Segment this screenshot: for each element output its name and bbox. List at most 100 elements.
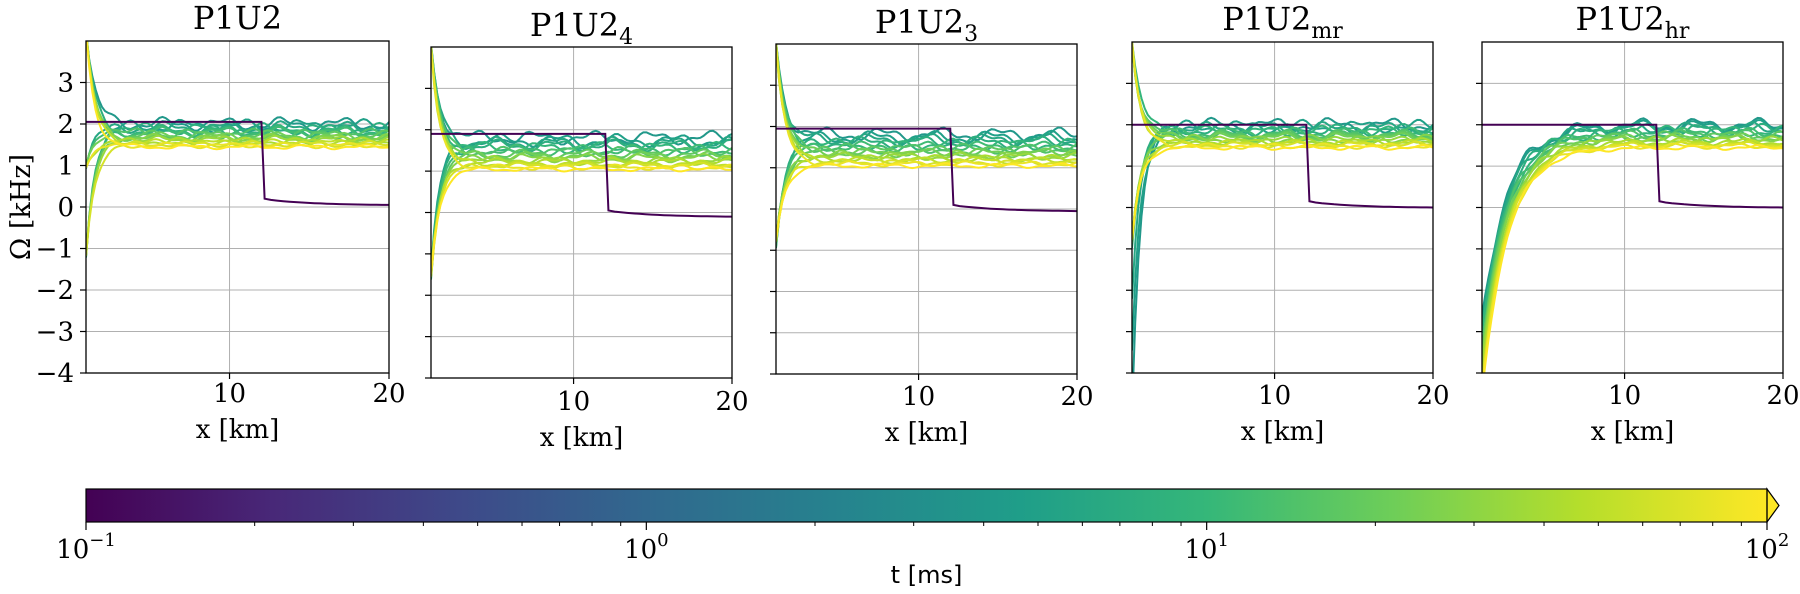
panel-title-main: P1U2 (1222, 0, 1311, 38)
panel-title-main: P1U2 (530, 6, 619, 44)
panel-title-subscript: 3 (964, 22, 978, 47)
series-line (1482, 119, 1783, 321)
series-line (86, 141, 389, 169)
x-tick-label: 20 (1766, 381, 1799, 411)
series-line (1482, 128, 1783, 353)
x-tick-label: 10 (557, 387, 590, 417)
x-tick-label: 10 (1258, 381, 1291, 411)
series-line (86, 139, 389, 256)
colorbar-frame (85, 488, 1768, 523)
series-line (1482, 137, 1783, 373)
series-line (1132, 137, 1433, 240)
y-tick-label: −3 (36, 318, 74, 348)
panel-4: 10 20 x [km] P1U2mr (1126, 0, 1450, 447)
series-line (1132, 140, 1433, 240)
series-line (86, 41, 389, 140)
colorbar-tick-exponent: 1 (1217, 530, 1228, 551)
colorbar-tick-base: 10 (624, 535, 657, 565)
panel-title: P1U24 (530, 6, 633, 50)
series-line (1132, 118, 1433, 351)
series-line-initial (1132, 123, 1433, 209)
series-line (431, 161, 732, 277)
y-tick-label: 1 (57, 152, 74, 182)
x-tick-label: 10 (213, 379, 246, 409)
panel-3: 10 20 x [km] P1U23 (770, 3, 1094, 448)
series-line (431, 157, 732, 273)
colorbar-gradient (86, 489, 1767, 522)
panel-title: P1U2hr (1576, 0, 1690, 44)
series-line (86, 120, 389, 169)
x-axis-label: x [km] (885, 418, 969, 448)
x-tick-label: 20 (1416, 381, 1449, 411)
panel-title-main: P1U2 (1576, 0, 1665, 38)
x-axis-label: x [km] (196, 415, 280, 445)
x-tick-label: 20 (715, 387, 748, 417)
colorbar-tick-exponent: −1 (89, 530, 116, 551)
panels: −4 −3 −2 −1 0 1 2 3 10 20 x [km] P1U2 10 20 x [km] P1U2… (6, 0, 1800, 453)
colorbar-tick-base: 10 (1184, 535, 1217, 565)
series-line (1132, 133, 1433, 239)
panel-title: P1U2 (193, 0, 282, 37)
series-line (431, 47, 732, 146)
colorbar-label: t [ms] (891, 561, 963, 589)
x-axis-label: x [km] (1591, 417, 1675, 447)
colorbar-extend-arrow (1766, 487, 1780, 524)
series-line (431, 47, 732, 155)
series-line (1482, 130, 1783, 350)
series-line (86, 41, 389, 151)
series-line-initial (776, 127, 1077, 213)
series-line-initial (1482, 123, 1783, 209)
series-group (86, 41, 389, 258)
x-axis-label: x [km] (1241, 417, 1325, 447)
y-tick-label: 0 (57, 193, 74, 223)
series-line (1132, 120, 1433, 299)
y-tick-label: 3 (57, 69, 74, 99)
colorbar-tick-label: 102 (1745, 530, 1790, 565)
series-line (431, 49, 732, 169)
grid (431, 47, 732, 378)
y-tick-label: −2 (36, 276, 74, 306)
x-tick-label: 10 (902, 382, 935, 412)
panel-title-subscript: 4 (619, 25, 633, 50)
series-line (1482, 139, 1783, 373)
colorbar-tick-exponent: 2 (1778, 530, 1789, 551)
x-axis-label: x [km] (540, 423, 624, 453)
series-line (776, 158, 1077, 241)
panel-title-subscript: mr (1311, 19, 1343, 44)
colorbar-tick-exponent: 0 (657, 530, 668, 551)
panel-2: 10 20 x [km] P1U24 (425, 6, 749, 453)
series-group (431, 47, 732, 280)
panel-title-main: P1U2 (875, 3, 964, 41)
series-group (1132, 42, 1433, 373)
y-axis-label: Ω [kHz] (6, 154, 37, 260)
series-group (776, 44, 1077, 249)
series-line (1132, 116, 1433, 373)
series-line (86, 41, 389, 147)
series-line (1483, 144, 1783, 373)
y-tick-label: −1 (36, 235, 74, 265)
x-tick-label: 10 (1608, 381, 1641, 411)
grid (776, 44, 1077, 374)
series-line (776, 44, 1077, 155)
colorbar-tick-label: 101 (1184, 530, 1229, 565)
colorbar-tick-base: 10 (56, 535, 89, 565)
series-group (1482, 116, 1783, 373)
series-line (1132, 130, 1433, 244)
series-line (431, 165, 732, 274)
colorbar-tick-label: 10−1 (56, 530, 116, 565)
grid (86, 41, 389, 373)
panel-title-main: P1U2 (193, 0, 282, 37)
x-tick-label: 20 (1060, 382, 1093, 412)
x-tick-label: 20 (372, 379, 405, 409)
series-line (86, 134, 389, 256)
panel-title-subscript: hr (1665, 19, 1690, 44)
panel-title: P1U23 (875, 3, 978, 47)
series-line (86, 129, 389, 254)
series-line (1482, 124, 1783, 334)
series-line (1132, 143, 1433, 240)
y-tick-label: 2 (57, 110, 74, 140)
panel-title: P1U2mr (1222, 0, 1343, 44)
colorbar-tick-label: 100 (624, 530, 669, 565)
